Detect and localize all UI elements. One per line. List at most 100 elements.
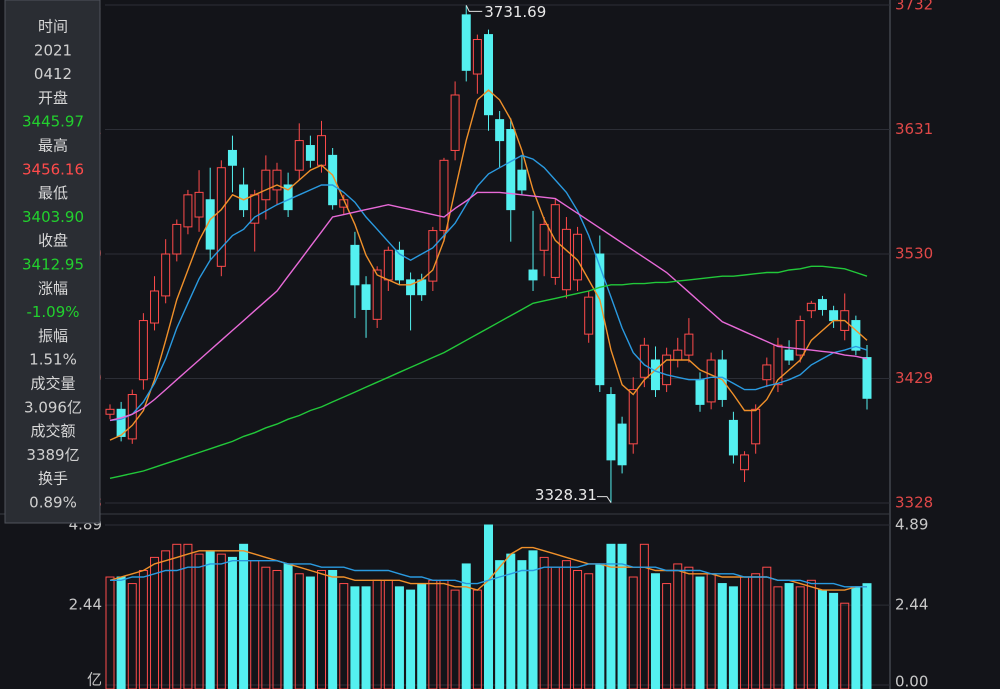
volume-bar	[105, 576, 115, 689]
ma-line	[109, 265, 868, 479]
candle-body	[394, 249, 404, 281]
candle-body	[561, 228, 571, 291]
info-label: 振幅	[38, 327, 68, 345]
candle-body	[227, 149, 237, 166]
candle-body	[383, 249, 393, 281]
candle-body	[584, 296, 594, 335]
info-label: 涨幅	[38, 279, 68, 297]
info-value: 3445.97	[22, 113, 84, 131]
volume-bar	[350, 586, 360, 689]
candle-body	[250, 194, 260, 224]
volume-bar	[862, 583, 872, 689]
volume-bar	[495, 560, 505, 689]
candle-body	[817, 299, 827, 310]
y-tick-label: 4.89	[895, 516, 928, 534]
volume-bar	[717, 583, 727, 689]
info-panel	[4, 0, 101, 524]
info-value: 2021	[34, 41, 72, 59]
candle-body	[417, 279, 427, 296]
candle-body	[506, 129, 516, 211]
volume-bar	[650, 573, 660, 689]
candle-body	[851, 320, 861, 351]
candle-body	[695, 379, 705, 405]
volume-bar	[817, 589, 827, 689]
info-value: 3403.90	[22, 208, 84, 226]
volume-bar	[417, 583, 427, 689]
candle-body	[806, 302, 816, 312]
info-label: 成交量	[30, 375, 75, 393]
candle-body	[472, 39, 482, 75]
candle-body	[127, 394, 137, 440]
candle-body	[239, 184, 249, 211]
y-tick-label: 3631	[895, 120, 933, 138]
info-value: 0412	[34, 65, 72, 83]
info-value: 3412.95	[22, 256, 84, 274]
annotation-line	[465, 5, 483, 12]
info-label: 最低	[38, 184, 68, 202]
volume-bar	[628, 576, 638, 689]
candle-body	[328, 154, 338, 206]
candle-body	[617, 423, 627, 466]
candle-body	[350, 244, 360, 286]
volume-bar	[406, 589, 416, 689]
volume-bar	[695, 576, 705, 689]
y-tick-label: 2.44	[895, 596, 928, 614]
info-value: 1.51%	[29, 351, 77, 369]
candle-body	[606, 394, 616, 461]
candle-body	[172, 223, 182, 255]
candle-body	[662, 354, 672, 386]
volume-unit: 亿	[87, 671, 102, 689]
ma-line	[109, 191, 868, 422]
volume-bar	[272, 569, 282, 689]
candle-body	[450, 94, 460, 151]
candle-body	[728, 419, 738, 456]
volume-bar	[751, 573, 761, 689]
candle-body	[116, 408, 126, 437]
volume-bar	[328, 569, 338, 689]
volume-bar	[728, 586, 738, 689]
candle-body	[628, 389, 638, 445]
volume-bar	[573, 569, 583, 689]
candle-body	[305, 145, 315, 161]
volume-bar	[205, 550, 215, 689]
info-value: -1.09%	[26, 303, 79, 321]
candle-body	[650, 359, 660, 391]
volume-bar	[684, 566, 694, 689]
candle-body	[406, 279, 416, 296]
volume-bar	[829, 592, 839, 689]
candle-body	[272, 169, 282, 191]
candle-body	[862, 357, 872, 399]
candle-body	[528, 269, 538, 281]
candle-body	[706, 359, 716, 403]
info-value: 3389亿	[26, 446, 79, 464]
y-tick-label: 0.00	[895, 673, 928, 689]
volume-bar	[773, 586, 783, 689]
low-annotation: 3328.31	[535, 486, 597, 504]
candle-body	[461, 14, 471, 71]
info-value: 3456.16	[22, 160, 84, 178]
volume-bar	[851, 586, 861, 689]
info-value: 3.096亿	[24, 398, 82, 416]
ma-line	[109, 154, 868, 422]
candle-body	[773, 344, 783, 386]
candle-body	[439, 159, 449, 232]
volume-bar	[795, 586, 805, 689]
info-label: 成交额	[30, 422, 75, 440]
volume-bar	[216, 553, 226, 689]
volume-bar	[116, 576, 126, 689]
volume-bar	[227, 556, 237, 689]
volume-bar	[283, 563, 293, 689]
annotation-line	[596, 496, 612, 503]
volume-bar	[528, 550, 538, 689]
volume-bar	[517, 560, 527, 689]
candle-body	[673, 349, 683, 361]
volume-bar	[394, 586, 404, 689]
candle-body	[539, 223, 549, 251]
volume-bar	[484, 524, 493, 689]
ma-line	[110, 560, 867, 588]
volume-bar	[194, 553, 204, 689]
candle-body	[484, 34, 493, 116]
candle-body	[762, 364, 772, 381]
info-value: 0.89%	[29, 494, 77, 512]
